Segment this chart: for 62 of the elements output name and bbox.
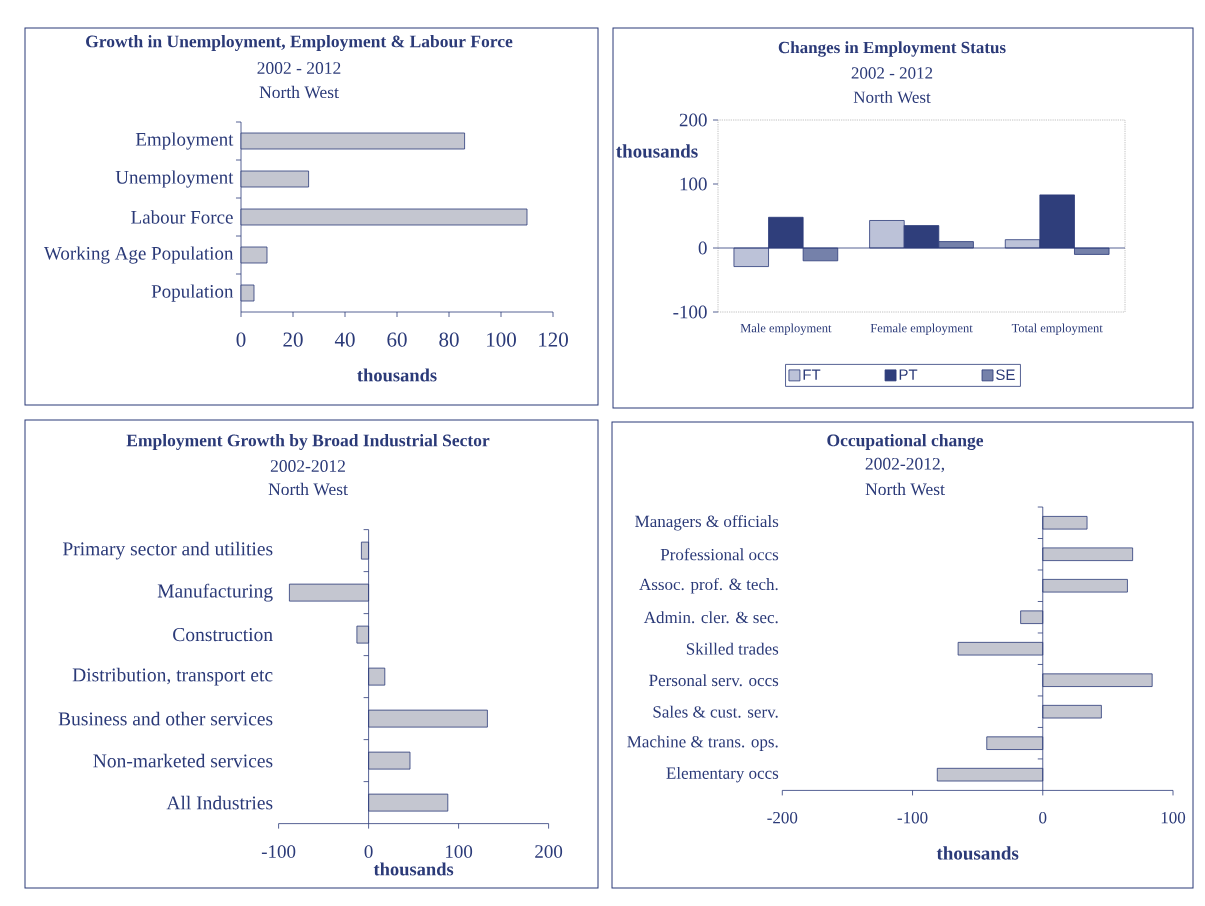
x-tick-label: 0 <box>1039 811 1047 824</box>
y-tick-label: -100 <box>673 305 707 319</box>
y-tick-label: Primary sector and utilities <box>62 541 273 560</box>
y-tick-label: Assoc. prof. & tech. <box>639 577 778 594</box>
y-tick-label: Managers & officials <box>635 514 779 531</box>
x-tick-label: 0 <box>364 845 373 858</box>
x-tick-label: 200 <box>535 845 563 858</box>
x-axis-title: thousands <box>936 846 1019 860</box>
x-tick-label: 100 <box>446 845 473 858</box>
text: North West <box>268 482 348 496</box>
x-tick-label: 0 <box>236 332 246 347</box>
x-tick-label: 100 <box>487 332 516 347</box>
legend-label: PT <box>899 369 918 380</box>
x-tick-label: Total employment <box>1011 323 1103 335</box>
x-tick-label: -100 <box>261 845 296 858</box>
y-tick-label: Non-marketed services <box>93 753 273 768</box>
chart-title: Growth in Unemployment, Employment & Labour Force <box>86 35 513 51</box>
chart-title: Changes in Employment Status <box>778 41 1006 57</box>
y-tick-label: 200 <box>679 113 707 127</box>
y-tick-label: Construction <box>173 628 273 642</box>
y-tick-label: 100 <box>680 177 707 191</box>
y-tick-label: Skilled trades <box>686 642 779 655</box>
chart-subtitle: 2002-2012, <box>865 457 945 473</box>
y-tick-label: Unemployment <box>115 170 234 188</box>
y-tick-label: Working Age Population <box>43 246 234 264</box>
x-tick-label: Female employment <box>870 323 973 335</box>
chart-subtitle: 2002 - 2012 <box>851 67 933 79</box>
x-tick-label: 20 <box>283 332 303 347</box>
chart-title: Employment Growth by Broad Industrial Sector <box>126 434 490 450</box>
y-tick-label: Manufacturing <box>157 583 273 602</box>
x-tick-label: Male employment <box>740 323 832 335</box>
y-tick-label: All Industries <box>166 795 273 810</box>
y-tick-label: Distribution, transport etc <box>72 667 273 686</box>
chart-title: Occupational change <box>827 434 984 451</box>
y-tick-label: Elementary occs <box>666 766 779 783</box>
y-tick-label: Business and other services <box>58 711 273 726</box>
x-tick-label: -200 <box>767 811 798 824</box>
x-axis-title: thousands <box>357 368 437 382</box>
chart-subtitle: 2002 - 2012 <box>257 62 341 74</box>
y-tick-label: Admin. cler. & sec. <box>643 611 778 624</box>
text: North West <box>865 482 945 496</box>
y-tick-label: Machine & trans. ops. <box>627 735 778 751</box>
x-axis-title: thousands <box>373 862 454 876</box>
x-tick-label: 120 <box>539 332 568 347</box>
x-tick-label: 100 <box>1161 811 1186 824</box>
legend-label: FT <box>803 369 821 380</box>
y-tick-label: Labour Force <box>131 210 233 224</box>
y-tick-label: 0 <box>698 241 707 255</box>
x-tick-label: 60 <box>387 332 407 347</box>
text: North West <box>853 90 931 104</box>
x-tick-label: 40 <box>334 332 355 347</box>
y-tick-label: Employment <box>135 132 234 150</box>
y-tick-label: Sales & cust. serv. <box>653 705 778 718</box>
y-tick-label: Population <box>151 284 234 302</box>
text: North West <box>259 85 339 99</box>
x-tick-label: 80 <box>439 332 459 347</box>
legend-label: SE <box>996 369 1015 381</box>
y-tick-label: Professional occs <box>660 548 779 561</box>
x-tick-label: -100 <box>897 811 928 824</box>
chart-subtitle: 2002-2012 <box>270 460 345 472</box>
y-tick-label: Personal serv. occs <box>649 674 779 687</box>
y-axis-title: thousands <box>616 144 698 158</box>
